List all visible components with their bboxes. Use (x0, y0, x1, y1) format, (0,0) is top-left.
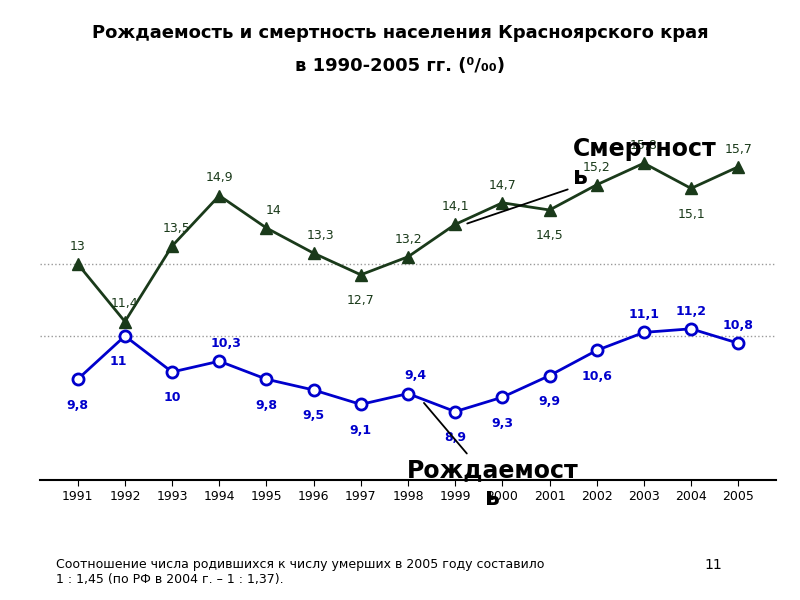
Text: 10: 10 (163, 391, 181, 404)
Text: 9,3: 9,3 (491, 416, 514, 430)
Text: 14,9: 14,9 (206, 172, 233, 184)
Text: 14: 14 (266, 204, 282, 217)
Text: 15,8: 15,8 (630, 139, 658, 152)
Text: Рождаемость и смертность населения Красноярского края: Рождаемость и смертность населения Красн… (92, 24, 708, 42)
Text: 9,8: 9,8 (66, 398, 89, 412)
Text: 12,7: 12,7 (347, 294, 374, 307)
Text: 11,1: 11,1 (628, 308, 659, 321)
Text: 8,9: 8,9 (444, 431, 466, 444)
Text: 15,7: 15,7 (724, 143, 752, 155)
Text: 9,5: 9,5 (302, 409, 325, 422)
Text: 13,5: 13,5 (162, 222, 190, 235)
Text: 9,8: 9,8 (255, 398, 278, 412)
Text: 11: 11 (110, 355, 126, 368)
Text: 9,9: 9,9 (538, 395, 561, 408)
Text: 10,8: 10,8 (723, 319, 754, 332)
Text: Соотношение числа родившихся к числу умерших в 2005 году составило
1 : 1,45 (по : Соотношение числа родившихся к числу уме… (56, 558, 544, 586)
Text: 13,3: 13,3 (306, 229, 334, 242)
Text: в 1990-2005 гг. (⁰/₀₀): в 1990-2005 гг. (⁰/₀₀) (295, 57, 505, 75)
Text: Рождаемост
ь: Рождаемост ь (407, 403, 578, 510)
Text: 9,1: 9,1 (350, 424, 372, 437)
Text: 14,7: 14,7 (489, 179, 516, 191)
Text: 9,4: 9,4 (404, 370, 426, 382)
Text: 11: 11 (704, 558, 722, 572)
Text: 10,3: 10,3 (210, 337, 242, 350)
Text: 10,6: 10,6 (582, 370, 612, 383)
Text: 14,5: 14,5 (536, 229, 563, 242)
Text: 11,4: 11,4 (111, 298, 138, 310)
Text: 15,1: 15,1 (678, 208, 705, 221)
Text: Смертност
ь: Смертност ь (467, 137, 717, 224)
Text: 13: 13 (70, 240, 86, 253)
Text: 13,2: 13,2 (394, 233, 422, 245)
Text: 14,1: 14,1 (442, 200, 469, 213)
Text: 11,2: 11,2 (675, 305, 706, 317)
Text: 15,2: 15,2 (583, 161, 610, 173)
